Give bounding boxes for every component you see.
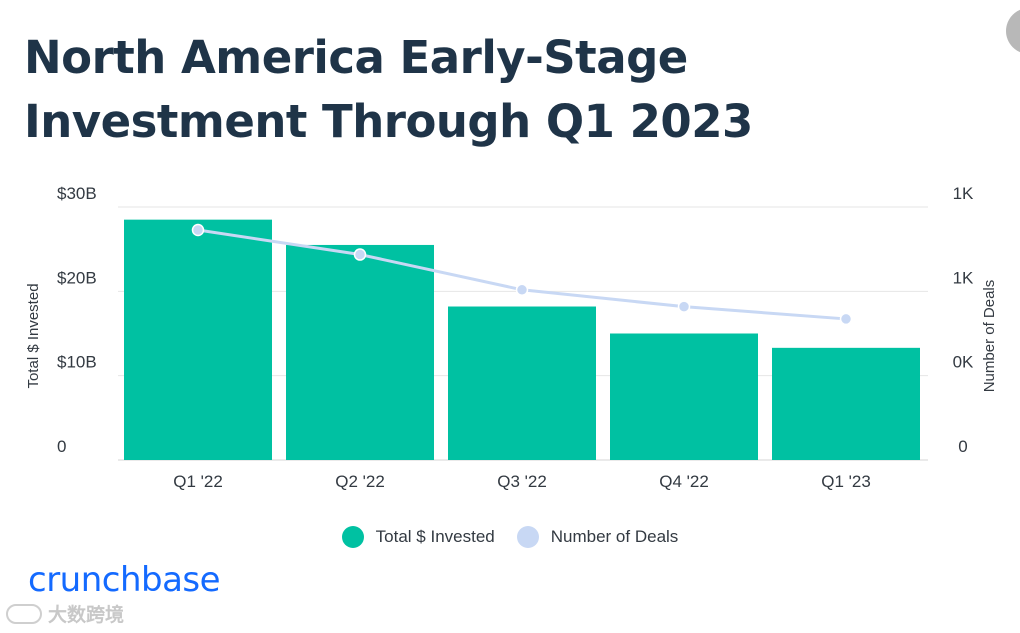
x-tick-label-0: Q1 '22: [173, 472, 223, 491]
y-tick-label-1: $10B: [57, 353, 97, 372]
chart-title: North America Early-Stage Investment Thr…: [24, 31, 753, 148]
y-tick-label-2: $20B: [57, 268, 97, 287]
watermark-icon: [6, 603, 42, 624]
deals-point-2: [515, 283, 529, 297]
y2-axis-title: Number of Deals: [981, 280, 998, 393]
y-axis-title: Total $ Invested: [25, 283, 42, 388]
legend-item-total-invested[interactable]: Total $ Invested: [341, 526, 495, 548]
y2-tick-label-3: 1K: [953, 184, 974, 203]
y2-tick-label-2: 1K: [953, 268, 974, 287]
y2-tick-label-0: 0: [958, 437, 967, 456]
legend: Total $ Invested Number of Deals: [0, 526, 1020, 548]
deals-point-3: [677, 300, 691, 313]
x-tick-label-4: Q1 '23: [821, 472, 871, 491]
legend-item-number-of-deals[interactable]: Number of Deals: [516, 526, 679, 548]
watermark: 大数跨境: [6, 600, 124, 627]
legend-label-number-of-deals: Number of Deals: [550, 527, 679, 546]
y-tick-label-0: 0: [57, 437, 66, 456]
bar-0: [124, 219, 272, 460]
bar-1: [286, 244, 434, 460]
x-tick-label-2: Q3 '22: [497, 472, 547, 491]
legend-swatch-total-invested: [341, 526, 364, 548]
deals-point-0: [191, 223, 205, 237]
bar-4: [772, 347, 920, 460]
y-tick-label-3: $30B: [57, 184, 97, 203]
x-tick-label-1: Q2 '22: [335, 472, 385, 491]
deals-point-4: [839, 312, 853, 326]
bar-3: [610, 333, 758, 460]
watermark-text: 大数跨境: [48, 604, 125, 626]
corner-circle-button[interactable]: [1006, 8, 1020, 54]
y2-tick-label-1: 0K: [953, 353, 974, 372]
x-tick-label-3: Q4 '22: [659, 472, 709, 491]
legend-label-total-invested: Total $ Invested: [375, 527, 495, 546]
deals-point-1: [353, 248, 367, 261]
bar-2: [448, 306, 596, 460]
legend-swatch-number-of-deals: [516, 526, 539, 548]
crunchbase-logo: crunchbase: [28, 560, 221, 600]
